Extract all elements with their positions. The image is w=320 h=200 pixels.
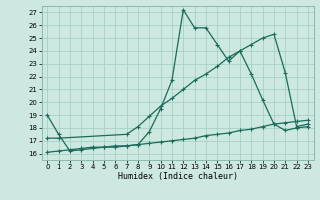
X-axis label: Humidex (Indice chaleur): Humidex (Indice chaleur): [118, 172, 237, 181]
